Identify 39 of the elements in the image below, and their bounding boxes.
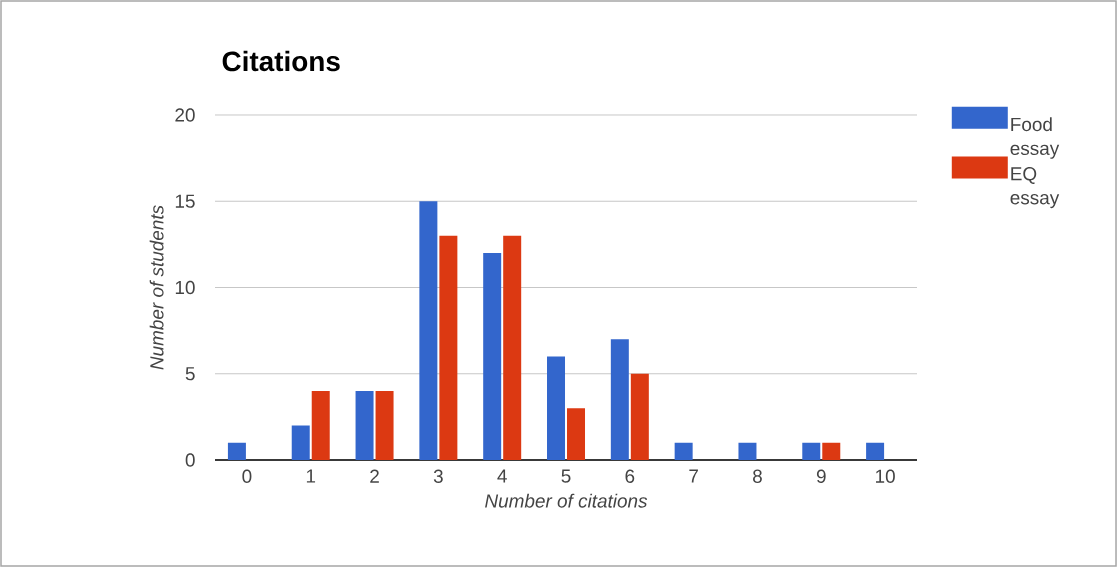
bar xyxy=(802,442,821,460)
x-tick-label: 6 xyxy=(625,469,635,483)
bar xyxy=(439,235,458,460)
x-tick-label: 10 xyxy=(876,469,895,483)
bar xyxy=(738,442,757,460)
legend-label: EQ essay xyxy=(1010,167,1060,209)
bar xyxy=(630,373,649,460)
bar xyxy=(311,391,330,460)
bar xyxy=(375,391,394,460)
bar xyxy=(567,408,586,460)
bar xyxy=(227,442,246,460)
x-tick-label: 7 xyxy=(689,469,698,483)
chart-title: Citations xyxy=(222,50,340,72)
x-tick-label: 9 xyxy=(816,469,826,483)
bar xyxy=(674,442,693,460)
x-tick-label: 8 xyxy=(753,469,762,483)
bar xyxy=(483,253,502,460)
bar xyxy=(503,235,522,460)
bar xyxy=(355,391,374,460)
x-axis-title: Number of citations xyxy=(485,493,648,508)
legend-label: Food essay xyxy=(1010,117,1060,159)
bar xyxy=(291,425,310,460)
y-axis-title: Number of students xyxy=(149,205,164,370)
x-tick-label: 1 xyxy=(306,469,316,483)
x-tick-label: 5 xyxy=(561,469,571,483)
bar xyxy=(822,442,841,460)
y-tick-label: 5 xyxy=(185,367,195,381)
y-tick-label: 20 xyxy=(175,108,195,122)
y-tick-label: 15 xyxy=(175,194,195,208)
bar xyxy=(866,442,885,460)
x-tick-label: 4 xyxy=(497,469,507,483)
x-tick-label: 2 xyxy=(370,469,379,483)
y-tick-label: 0 xyxy=(185,453,195,467)
y-tick-label: 10 xyxy=(175,280,195,295)
bar xyxy=(547,356,566,460)
x-tick-label: 3 xyxy=(433,469,443,483)
bar xyxy=(610,339,629,460)
x-tick-label: 0 xyxy=(242,469,252,483)
bar xyxy=(419,201,438,460)
